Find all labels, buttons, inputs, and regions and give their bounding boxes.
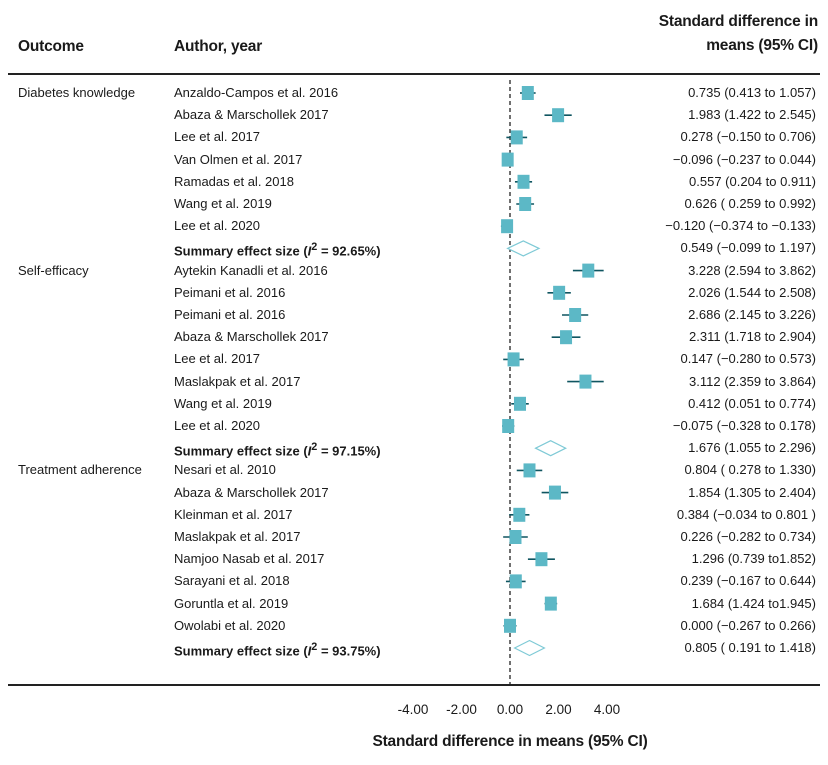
point-estimate [509, 530, 522, 544]
study-label: Anzaldo-Campos et al. 2016 [174, 85, 339, 100]
summary-label: Summary effect size (I2 = 92.65%) [174, 241, 381, 259]
study-label: Owolabi et al. 2020 [174, 617, 286, 633]
effect-value: 3.228 (2.594 to 3.862) [688, 262, 816, 278]
effect-value: 0.412 (0.051 to 0.774) [688, 395, 816, 411]
point-estimate [513, 507, 526, 522]
effect-value: −0.120 (−0.374 to −0.133) [665, 218, 816, 234]
effect-value: 1.854 (1.305 to 2.404) [688, 484, 816, 500]
study-label: Goruntla et al. 2019 [174, 595, 289, 611]
x-tick-label: 4.00 [593, 702, 621, 717]
effect-value: 2.686 (2.145 to 3.226) [688, 307, 816, 322]
study-label: Kleinman et al. 2017 [174, 506, 293, 522]
summary-diamond [506, 240, 541, 257]
study-label: Nesari et al. 2010 [174, 462, 276, 478]
effect-value: 0.804 ( 0.278 to 1.330) [684, 462, 816, 478]
study-label: Peimani et al. 2016 [174, 307, 286, 322]
point-estimate [535, 552, 548, 567]
effect-value: 0.557 (0.204 to 0.911) [689, 173, 816, 189]
study-label: Abaza & Marschollek 2017 [174, 329, 329, 345]
effect-value: 0.384 (−0.034 to 0.801 ) [676, 506, 816, 522]
study-label: Abaza & Marschollek 2017 [174, 484, 329, 500]
effect-value: 0.549 (−0.099 to 1.197) [680, 240, 816, 256]
effect-value: 2.311 (1.718 to 2.904) [689, 329, 816, 345]
x-tick-label: 0.00 [496, 702, 524, 717]
study-label: Ramadas et al. 2018 [174, 173, 294, 189]
effect-value: 0.000 (−0.267 to 0.266) [680, 617, 816, 633]
author-column-header: Author, year [174, 38, 263, 55]
point-estimate [501, 219, 514, 234]
summary-diamond [513, 639, 546, 657]
study-label: Wang et al. 2019 [174, 395, 272, 411]
effect-value: 0.626 ( 0.259 to 0.992) [684, 196, 816, 211]
study-label: Maslakpak et al. 2017 [174, 373, 301, 389]
point-estimate [521, 86, 534, 100]
point-estimate [553, 285, 566, 300]
point-estimate [552, 108, 565, 123]
effect-value: 0.147 (−0.280 to 0.573) [680, 351, 816, 367]
axis-rule [8, 684, 820, 686]
point-estimate [509, 574, 522, 589]
study-label: Lee et al. 2020 [174, 218, 261, 234]
header-rule [8, 73, 820, 75]
study-label: Abaza & Marschollek 2017 [174, 107, 329, 123]
outcome-label: Diabetes knowledge [18, 85, 136, 100]
effect-value: 1.684 (1.424 to1.945) [691, 595, 816, 611]
study-label: Peimani et al. 2016 [174, 284, 286, 300]
point-estimate [501, 152, 514, 167]
study-label: Lee et al. 2020 [174, 418, 261, 433]
point-estimate [582, 263, 595, 278]
point-estimate [519, 197, 532, 211]
summary-label: Summary effect size (I2 = 93.75%) [174, 641, 381, 659]
effect-value: 3.112 (2.359 to 3.864) [689, 373, 816, 389]
effect-value: −0.096 (−0.237 to 0.044) [672, 151, 816, 167]
effect-value: 2.026 (1.544 to 2.508) [688, 284, 816, 300]
point-estimate [548, 485, 561, 500]
point-estimate [544, 596, 557, 611]
effect-value: 0.735 (0.413 to 1.057) [688, 85, 816, 100]
point-estimate [507, 352, 520, 367]
point-estimate [523, 463, 536, 478]
effect-value: 0.805 ( 0.191 to 1.418) [684, 640, 816, 655]
effect-value: 0.278 (−0.150 to 0.706) [680, 129, 816, 145]
effect-value: 1.676 (1.055 to 2.296) [688, 440, 816, 456]
effect-header-line2: means (95% CI) [706, 37, 818, 54]
point-estimate [502, 419, 515, 433]
point-estimate [510, 130, 523, 145]
summary-label: Summary effect size (I2 = 97.15%) [174, 441, 381, 459]
study-label: Sarayani et al. 2018 [174, 573, 290, 589]
summary-diamond [534, 440, 568, 457]
point-estimate [504, 618, 516, 633]
outcome-label: Self-efficacy [18, 262, 89, 278]
x-tick-label: -2.00 [446, 702, 477, 717]
point-estimate [560, 330, 573, 345]
effect-column-header: Standard difference in means (95% CI) [578, 10, 818, 58]
point-estimate [513, 396, 526, 411]
study-label: Namjoo Nasab et al. 2017 [174, 551, 325, 567]
point-estimate [517, 174, 530, 189]
study-label: Maslakpak et al. 2017 [174, 529, 301, 544]
point-estimate [569, 308, 582, 322]
x-tick-label: -4.00 [397, 702, 429, 717]
study-label: Aytekin Kanadli et al. 2016 [174, 262, 328, 278]
study-label: Van Olmen et al. 2017 [174, 151, 303, 167]
study-label: Lee et al. 2017 [174, 129, 261, 145]
effect-value: 0.239 (−0.167 to 0.644) [680, 573, 816, 589]
outcome-column-header: Outcome [18, 38, 84, 55]
effect-value: −0.075 (−0.328 to 0.178) [672, 418, 816, 433]
effect-value: 1.983 (1.422 to 2.545) [688, 107, 816, 123]
study-label: Lee et al. 2017 [174, 351, 261, 367]
effect-header-line1: Standard difference in [658, 13, 818, 30]
x-axis-label: Standard difference in means (95% CI) [372, 733, 648, 750]
effect-value: 1.296 (0.739 to1.852) [691, 551, 816, 567]
x-tick-label: 2.00 [545, 702, 572, 717]
point-estimate [579, 374, 592, 389]
study-label: Wang et al. 2019 [174, 196, 272, 211]
effect-value: 0.226 (−0.282 to 0.734) [680, 529, 816, 544]
outcome-label: Treatment adherence [18, 462, 142, 478]
